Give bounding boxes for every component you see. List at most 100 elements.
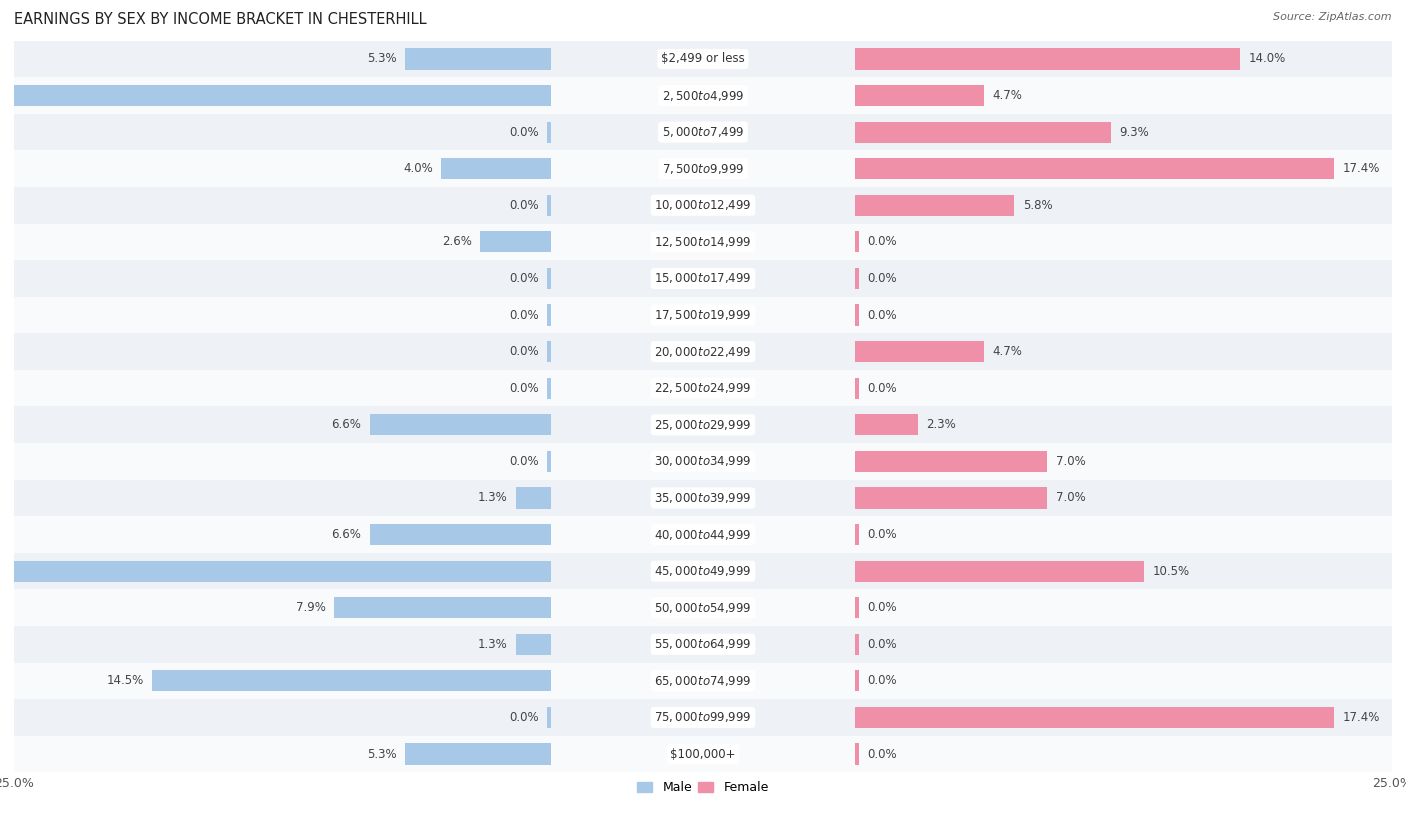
Text: 17.4%: 17.4% (1343, 711, 1379, 724)
Bar (547, 706, 551, 728)
Text: 5.3%: 5.3% (367, 53, 396, 65)
Bar (855, 267, 859, 289)
Bar (855, 414, 918, 436)
Text: 5.3%: 5.3% (367, 748, 396, 760)
Text: 2.6%: 2.6% (441, 236, 471, 248)
Bar (14, 333, 1392, 370)
Text: 6.6%: 6.6% (332, 528, 361, 541)
Text: 1.3%: 1.3% (478, 638, 508, 650)
Bar (14, 699, 1392, 736)
Text: $10,000 to $12,499: $10,000 to $12,499 (654, 198, 752, 212)
Bar (855, 450, 1047, 472)
Text: 2.3%: 2.3% (927, 419, 956, 431)
Text: $45,000 to $49,999: $45,000 to $49,999 (654, 564, 752, 578)
Text: 0.0%: 0.0% (868, 309, 897, 321)
Text: 0.0%: 0.0% (509, 309, 538, 321)
Text: 10.5%: 10.5% (1152, 565, 1189, 577)
Legend: Male, Female: Male, Female (633, 776, 773, 799)
Text: 7.0%: 7.0% (1056, 455, 1085, 467)
Bar (516, 633, 551, 655)
Bar (855, 158, 1334, 180)
Text: 7.0%: 7.0% (1056, 492, 1085, 504)
Text: $22,500 to $24,999: $22,500 to $24,999 (654, 381, 752, 395)
Text: $25,000 to $29,999: $25,000 to $29,999 (654, 418, 752, 432)
Text: 0.0%: 0.0% (509, 382, 538, 394)
Bar (14, 297, 1392, 333)
Text: 9.3%: 9.3% (1119, 126, 1149, 138)
Bar (855, 194, 1014, 216)
Bar (855, 487, 1047, 509)
Text: 4.7%: 4.7% (993, 346, 1022, 358)
Text: $50,000 to $54,999: $50,000 to $54,999 (654, 601, 752, 615)
Bar (14, 626, 1392, 663)
Text: $2,499 or less: $2,499 or less (661, 53, 745, 65)
Text: Source: ZipAtlas.com: Source: ZipAtlas.com (1274, 12, 1392, 22)
Bar (405, 743, 551, 765)
Bar (441, 158, 551, 180)
Text: 6.6%: 6.6% (332, 419, 361, 431)
Bar (14, 443, 1392, 480)
Text: $20,000 to $22,499: $20,000 to $22,499 (654, 345, 752, 359)
Text: $12,500 to $14,999: $12,500 to $14,999 (654, 235, 752, 249)
Bar (855, 706, 1334, 728)
Bar (547, 121, 551, 143)
Bar (855, 560, 1144, 582)
Text: $55,000 to $64,999: $55,000 to $64,999 (654, 637, 752, 651)
Text: 4.0%: 4.0% (404, 163, 433, 175)
Text: 0.0%: 0.0% (509, 126, 538, 138)
Bar (152, 670, 551, 692)
Text: 1.3%: 1.3% (478, 492, 508, 504)
Bar (14, 480, 1392, 516)
Text: EARNINGS BY SEX BY INCOME BRACKET IN CHESTERHILL: EARNINGS BY SEX BY INCOME BRACKET IN CHE… (14, 12, 426, 27)
Text: 5.8%: 5.8% (1022, 199, 1052, 211)
Text: $17,500 to $19,999: $17,500 to $19,999 (654, 308, 752, 322)
Bar (14, 260, 1392, 297)
Text: $40,000 to $44,999: $40,000 to $44,999 (654, 528, 752, 541)
Bar (370, 524, 551, 546)
Text: 4.7%: 4.7% (993, 89, 1022, 102)
Bar (333, 597, 551, 619)
Text: 0.0%: 0.0% (868, 528, 897, 541)
Bar (14, 516, 1392, 553)
Text: $2,500 to $4,999: $2,500 to $4,999 (662, 89, 744, 102)
Text: $5,000 to $7,499: $5,000 to $7,499 (662, 125, 744, 139)
Text: $65,000 to $74,999: $65,000 to $74,999 (654, 674, 752, 688)
Bar (855, 121, 1111, 143)
Bar (14, 589, 1392, 626)
Bar (370, 414, 551, 436)
Bar (855, 524, 859, 546)
Text: 0.0%: 0.0% (509, 455, 538, 467)
Text: 0.0%: 0.0% (509, 199, 538, 211)
Bar (14, 736, 1392, 772)
Bar (405, 48, 551, 70)
Text: 0.0%: 0.0% (509, 711, 538, 724)
Bar (8, 85, 551, 107)
Bar (0, 560, 551, 582)
Text: $100,000+: $100,000+ (671, 748, 735, 760)
Bar (479, 231, 551, 253)
Text: 0.0%: 0.0% (868, 748, 897, 760)
Text: 0.0%: 0.0% (868, 272, 897, 285)
Bar (855, 304, 859, 326)
Text: 0.0%: 0.0% (868, 638, 897, 650)
Bar (547, 377, 551, 399)
Bar (14, 41, 1392, 77)
Text: 14.0%: 14.0% (1249, 53, 1286, 65)
Text: 0.0%: 0.0% (868, 382, 897, 394)
Bar (14, 663, 1392, 699)
Text: 0.0%: 0.0% (509, 272, 538, 285)
Bar (855, 377, 859, 399)
Bar (14, 224, 1392, 260)
Bar (855, 743, 859, 765)
Bar (855, 231, 859, 253)
Bar (547, 194, 551, 216)
Bar (14, 553, 1392, 589)
Bar (855, 85, 984, 107)
Bar (14, 77, 1392, 114)
Bar (855, 633, 859, 655)
Bar (547, 304, 551, 326)
Bar (855, 341, 984, 363)
Bar (547, 450, 551, 472)
Bar (855, 670, 859, 692)
Text: $15,000 to $17,499: $15,000 to $17,499 (654, 272, 752, 285)
